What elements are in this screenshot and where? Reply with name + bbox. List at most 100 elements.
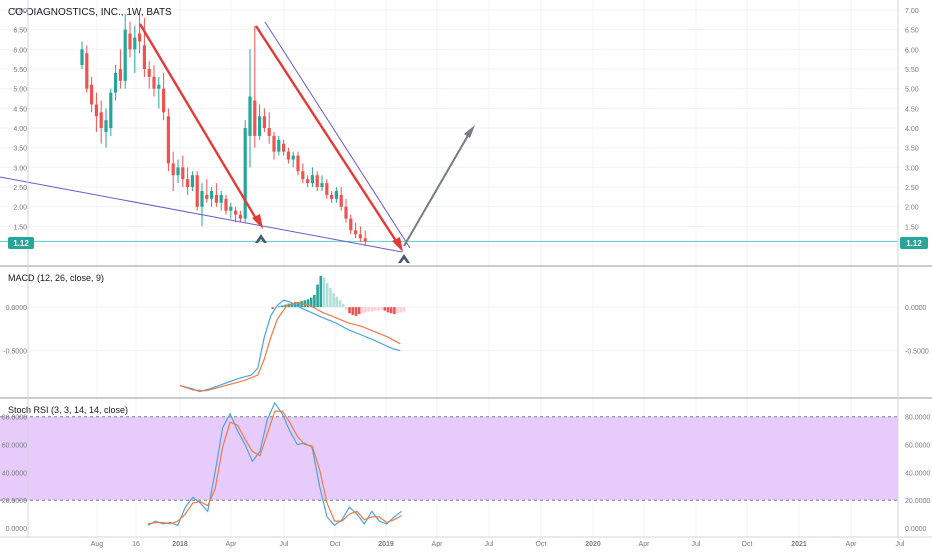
candle-body-31 bbox=[229, 206, 233, 211]
time-label-6: 2019 bbox=[378, 541, 394, 548]
macd-hist-bar-3 bbox=[284, 304, 287, 308]
price-tick-right-2: 6.00 bbox=[905, 47, 919, 54]
macd-hist-bar-14 bbox=[319, 275, 323, 308]
stoch-line-1 bbox=[147, 410, 402, 525]
price-tick-right-7: 3.50 bbox=[905, 146, 919, 153]
macd-hist-bar-28 bbox=[364, 307, 367, 313]
stoch-tick-right-0: 80.0000 bbox=[905, 415, 930, 422]
macd-hist-bar-17 bbox=[329, 288, 332, 308]
candle-body-51 bbox=[325, 183, 329, 195]
candle-body-34 bbox=[243, 128, 247, 219]
candle-body-42 bbox=[282, 143, 286, 152]
price-tick-left-2: 6.00 bbox=[13, 47, 27, 54]
stoch-band-fill bbox=[0, 416, 898, 501]
macd-hist-bar-1 bbox=[277, 306, 281, 308]
macd-hist-bar-25 bbox=[354, 307, 358, 316]
candle-body-1 bbox=[85, 53, 89, 89]
macd-hist-bar-40 bbox=[402, 307, 406, 312]
candle-body-55 bbox=[344, 206, 348, 219]
candle-body-57 bbox=[354, 230, 358, 235]
candle-body-13 bbox=[142, 45, 146, 69]
price-tick-left-1: 6.50 bbox=[13, 28, 27, 35]
macd-line-1 bbox=[179, 302, 401, 392]
stoch-tick-right-2: 40.0000 bbox=[905, 470, 930, 477]
price-tick-right-1: 6.50 bbox=[905, 28, 919, 35]
candle-body-46 bbox=[301, 171, 305, 180]
macd-hist-bar-9 bbox=[303, 300, 307, 308]
stoch-line-0 bbox=[147, 401, 402, 527]
stoch-pane[interactable]: Stoch RSI (3, 3, 14, 14, close) bbox=[0, 401, 898, 527]
time-label-11: Apr bbox=[639, 541, 651, 548]
down-trend-arrowhead-1 bbox=[252, 214, 263, 229]
candle-body-37 bbox=[258, 116, 262, 136]
candle-body-32 bbox=[234, 210, 238, 215]
candle-body-56 bbox=[349, 218, 353, 231]
macd-hist-bar-22 bbox=[345, 307, 348, 310]
candle-body-43 bbox=[286, 151, 290, 160]
candle-body-36 bbox=[253, 100, 257, 136]
price-tick-left-0: 7.00 bbox=[13, 8, 27, 15]
time-label-4: Jul bbox=[280, 541, 289, 548]
macd-layer bbox=[179, 275, 406, 393]
candle-body-25 bbox=[200, 191, 204, 207]
macd-hist-bar-20 bbox=[338, 300, 342, 308]
time-label-15: Apr bbox=[846, 541, 858, 548]
price-tick-left-10: 2.00 bbox=[13, 205, 27, 212]
time-label-13: Oct bbox=[742, 541, 753, 548]
macd-hist-bar-36 bbox=[389, 307, 393, 314]
candle-body-26 bbox=[205, 194, 209, 199]
down-trend-arrow-2 bbox=[254, 25, 400, 245]
candle-body-16 bbox=[157, 84, 161, 89]
candle-body-54 bbox=[339, 194, 343, 207]
candle-body-15 bbox=[152, 76, 156, 89]
price-tick-left-9: 2.50 bbox=[13, 185, 27, 192]
candle-body-48 bbox=[310, 175, 314, 184]
macd-hist-bar-21 bbox=[341, 303, 345, 308]
candle-body-47 bbox=[306, 179, 310, 184]
candle-body-8 bbox=[118, 69, 122, 81]
time-label-12: Jul bbox=[692, 541, 701, 548]
candle-body-14 bbox=[147, 69, 151, 77]
time-label-14: 2021 bbox=[791, 541, 807, 548]
macd-hist-bar-30 bbox=[370, 307, 374, 312]
price-tick-right-6: 4.00 bbox=[905, 126, 919, 133]
candle-body-58 bbox=[358, 234, 362, 239]
price-tick-left-5: 4.50 bbox=[13, 106, 27, 113]
candle-body-30 bbox=[224, 198, 228, 211]
channel-trendline bbox=[264, 21, 411, 249]
macd-pane[interactable]: MACD (12, 26, close, 9) bbox=[8, 273, 406, 393]
up-marker-2 bbox=[398, 254, 410, 263]
price-tick-left-8: 3.00 bbox=[13, 165, 27, 172]
time-label-0: Aug bbox=[91, 541, 104, 548]
macd-hist-bar-0 bbox=[271, 307, 275, 309]
time-label-8: Jul bbox=[485, 541, 494, 548]
candle-body-7 bbox=[114, 72, 118, 93]
candle-body-0 bbox=[80, 49, 84, 66]
macd-hist-bar-2 bbox=[281, 305, 284, 308]
candle-body-5 bbox=[104, 120, 108, 132]
price-tick-right-8: 3.00 bbox=[905, 165, 919, 172]
stoch-tick-right-3: 20.0000 bbox=[905, 498, 930, 505]
candles-layer bbox=[80, 13, 367, 247]
candle-body-50 bbox=[320, 183, 324, 188]
macd-hist-bar-19 bbox=[335, 296, 339, 308]
time-label-3: Apr bbox=[226, 541, 238, 548]
macd-hist-bar-32 bbox=[377, 307, 380, 311]
time-label-10: 2020 bbox=[585, 541, 601, 548]
candle-body-18 bbox=[166, 116, 170, 164]
time-label-9: Oct bbox=[536, 541, 547, 548]
macd-tick-left-1: -0.5000 bbox=[3, 349, 27, 356]
last-price-badge-left: 1.12 bbox=[8, 237, 34, 249]
stoch-tick-left-1: 60.0000 bbox=[2, 443, 27, 450]
candle-body-39 bbox=[267, 128, 271, 136]
macd-hist-bar-26 bbox=[357, 307, 361, 315]
candle-body-45 bbox=[296, 155, 300, 172]
price-tick-left-6: 4.00 bbox=[13, 126, 27, 133]
candle-body-20 bbox=[176, 167, 180, 176]
candle-body-3 bbox=[94, 104, 98, 117]
candle-body-17 bbox=[162, 88, 166, 113]
last-price-badge-right-text: 1.12 bbox=[906, 239, 922, 248]
stoch-title: Stoch RSI (3, 3, 14, 14, close) bbox=[8, 405, 128, 415]
price-pane[interactable]: CO-DIAGNOSTICS, INC., 1W, BATS bbox=[0, 7, 475, 263]
macd-hist-bar-29 bbox=[367, 307, 371, 312]
